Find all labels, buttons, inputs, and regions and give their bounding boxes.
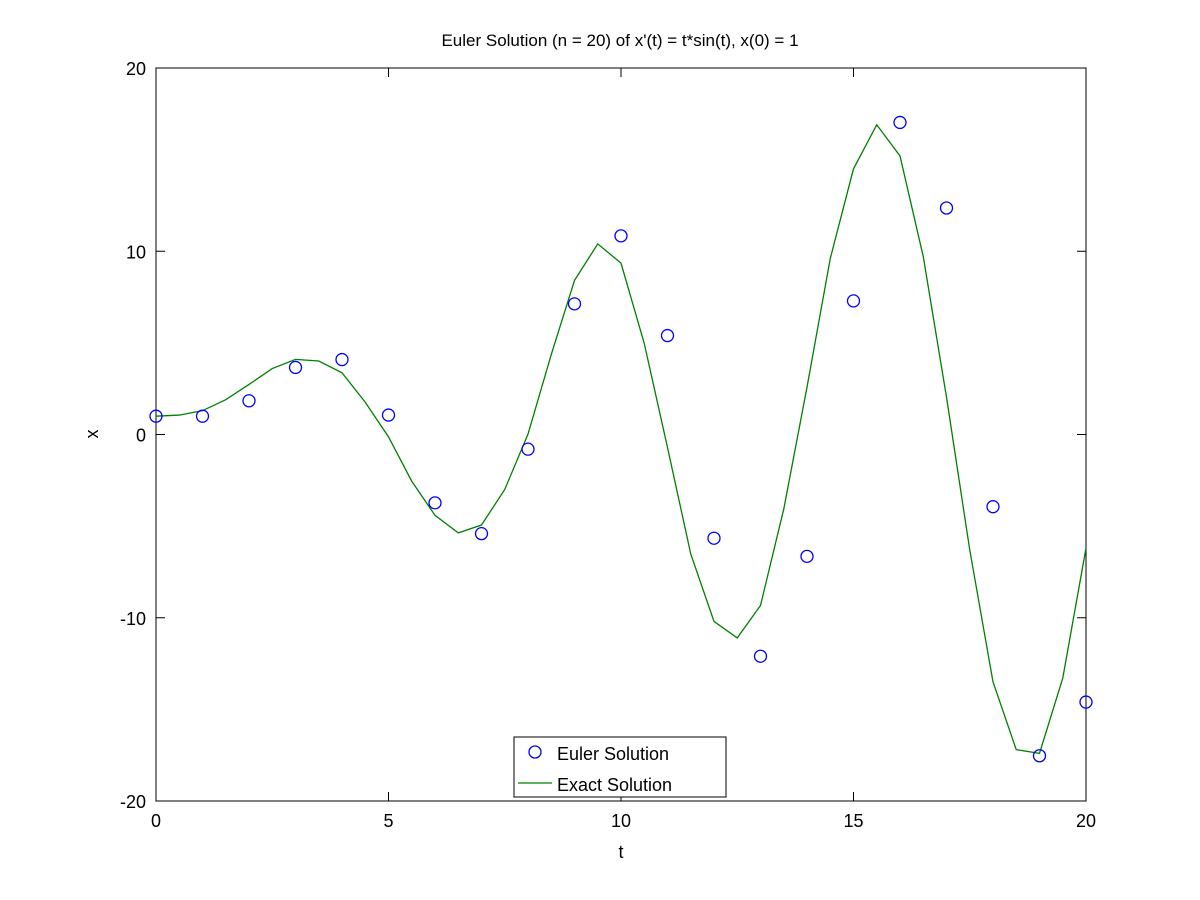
legend-label-euler: Euler Solution	[557, 744, 669, 764]
euler-point	[939, 201, 954, 215]
tick-labels: 0 5 10 15 20 -20 -10 0 10 20	[120, 59, 1096, 831]
x-tick-label: 20	[1076, 811, 1096, 831]
x-tick-label: 10	[611, 811, 631, 831]
legend-label-exact: Exact Solution	[557, 775, 672, 795]
euler-point	[195, 409, 210, 423]
legend-marker-euler	[528, 745, 542, 759]
euler-point	[381, 408, 396, 422]
euler-point	[986, 500, 1000, 514]
euler-solution-points	[149, 115, 1093, 763]
ticks	[155, 67, 1087, 802]
euler-point	[707, 531, 721, 545]
euler-point	[242, 394, 256, 408]
y-tick-label: -20	[120, 792, 146, 812]
y-tick-label: 20	[126, 59, 146, 79]
y-tick-label: 0	[136, 426, 146, 446]
x-tick-label: 0	[151, 811, 161, 831]
euler-point	[800, 549, 814, 564]
y-tick-label: 10	[126, 242, 146, 262]
x-tick-label: 15	[843, 811, 863, 831]
y-axis-label: x	[82, 430, 102, 439]
x-axis-label: t	[618, 842, 623, 862]
euler-point	[846, 294, 861, 308]
euler-point	[660, 328, 675, 343]
euler-point	[288, 360, 303, 375]
legend-box	[513, 736, 727, 798]
euler-point	[753, 649, 768, 663]
legend: Euler Solution Exact Solution	[513, 736, 727, 798]
y-tick-label: -10	[120, 609, 146, 629]
x-tick-label: 5	[383, 811, 393, 831]
euler-point	[335, 352, 349, 367]
euler-point	[428, 496, 442, 510]
chart-title: Euler Solution (n = 20) of x'(t) = t*sin…	[441, 31, 798, 50]
exact-solution-line	[156, 123, 1086, 755]
euler-point	[567, 297, 582, 311]
euler-point	[1032, 749, 1047, 763]
euler-point	[614, 229, 628, 243]
euler-point	[521, 442, 535, 456]
euler-point	[893, 115, 907, 130]
euler-point	[474, 526, 489, 541]
euler-point	[149, 409, 163, 423]
plot-frame	[155, 67, 1087, 802]
euler-point	[1079, 695, 1093, 709]
